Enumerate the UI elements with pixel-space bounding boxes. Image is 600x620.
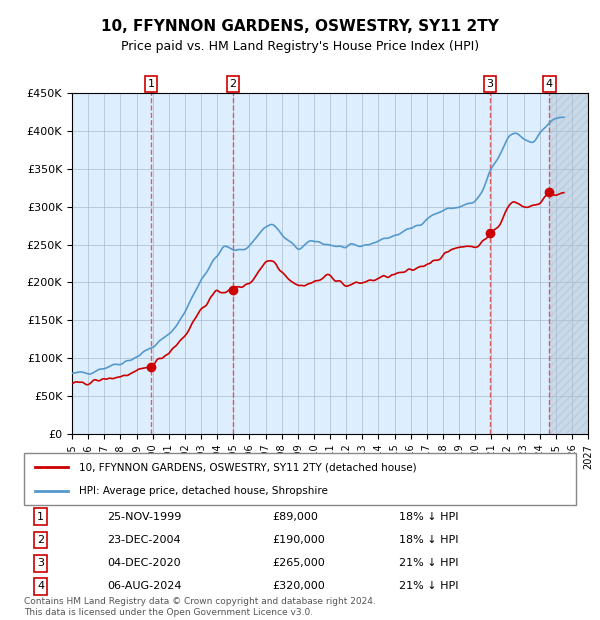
FancyBboxPatch shape — [24, 453, 576, 505]
Text: HPI: Average price, detached house, Shropshire: HPI: Average price, detached house, Shro… — [79, 485, 328, 495]
Text: 4: 4 — [546, 79, 553, 89]
Bar — [549, 93, 588, 434]
Text: £190,000: £190,000 — [272, 535, 325, 545]
Text: 18% ↓ HPI: 18% ↓ HPI — [400, 512, 459, 522]
Text: 21% ↓ HPI: 21% ↓ HPI — [400, 582, 459, 591]
Text: 25-NOV-1999: 25-NOV-1999 — [107, 512, 181, 522]
Bar — [151, 93, 233, 434]
Bar — [549, 93, 588, 434]
Text: 04-DEC-2020: 04-DEC-2020 — [107, 558, 181, 568]
Bar — [490, 93, 550, 434]
Text: Price paid vs. HM Land Registry's House Price Index (HPI): Price paid vs. HM Land Registry's House … — [121, 40, 479, 53]
Text: 18% ↓ HPI: 18% ↓ HPI — [400, 535, 459, 545]
Text: 2: 2 — [37, 535, 44, 545]
Bar — [233, 93, 490, 434]
Text: £89,000: £89,000 — [272, 512, 318, 522]
Bar — [72, 93, 151, 434]
Text: 21% ↓ HPI: 21% ↓ HPI — [400, 558, 459, 568]
Text: 10, FFYNNON GARDENS, OSWESTRY, SY11 2TY: 10, FFYNNON GARDENS, OSWESTRY, SY11 2TY — [101, 19, 499, 33]
Text: 06-AUG-2024: 06-AUG-2024 — [107, 582, 181, 591]
Text: 3: 3 — [487, 79, 493, 89]
Text: Contains HM Land Registry data © Crown copyright and database right 2024.
This d: Contains HM Land Registry data © Crown c… — [24, 598, 376, 617]
Text: £320,000: £320,000 — [272, 582, 325, 591]
Text: 3: 3 — [37, 558, 44, 568]
Text: 1: 1 — [37, 512, 44, 522]
Text: £265,000: £265,000 — [272, 558, 325, 568]
Text: 1: 1 — [148, 79, 155, 89]
Text: 23-DEC-2004: 23-DEC-2004 — [107, 535, 181, 545]
Text: 4: 4 — [37, 582, 44, 591]
Bar — [549, 93, 588, 434]
Text: 2: 2 — [229, 79, 236, 89]
Text: 10, FFYNNON GARDENS, OSWESTRY, SY11 2TY (detached house): 10, FFYNNON GARDENS, OSWESTRY, SY11 2TY … — [79, 463, 417, 472]
